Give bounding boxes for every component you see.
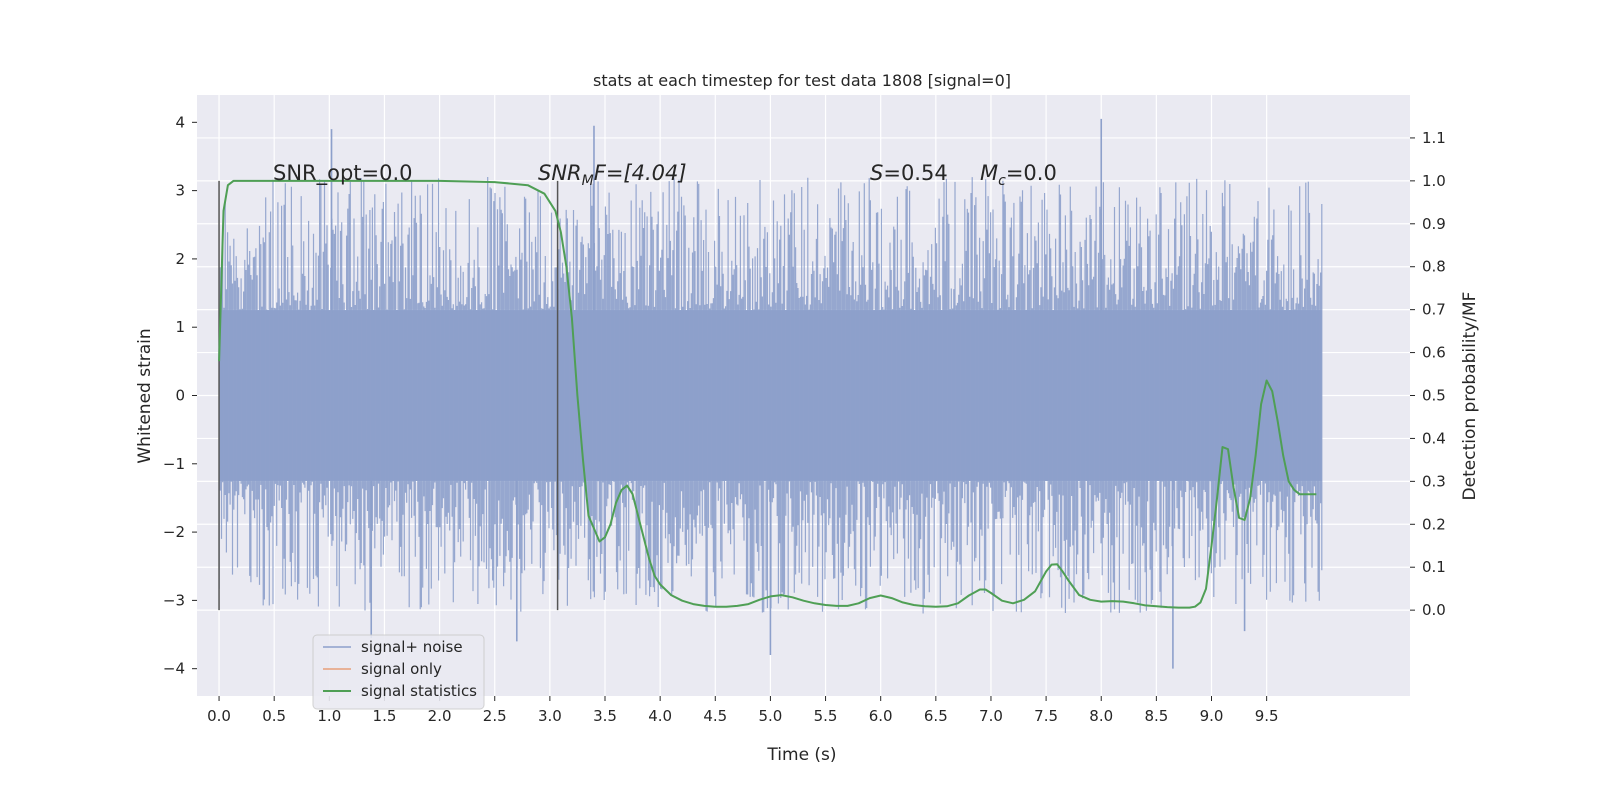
x-tick-label: 4.5: [703, 707, 727, 725]
legend-label-signal-noise: signal+ noise: [361, 638, 463, 656]
y-tick-label: −3: [163, 591, 185, 609]
y-tick-label: 3: [175, 182, 185, 200]
x-tick-label: 9.5: [1255, 707, 1279, 725]
x-tick-label: 5.5: [814, 707, 838, 725]
y-right-tick-label: 0.5: [1422, 387, 1446, 405]
x-tick-label: 2.0: [428, 707, 452, 725]
y-tick-label: 1: [175, 318, 185, 336]
legend-label-signal-only: signal only: [361, 660, 442, 678]
y-right-tick-label: 0.7: [1422, 301, 1446, 319]
x-axis-label: Time (s): [766, 745, 836, 765]
y-tick-label: 4: [175, 113, 185, 131]
y-tick-label: −4: [163, 660, 185, 678]
x-tick-label: 5.0: [758, 707, 782, 725]
annotation-snr-opt: SNR_opt=0.0: [273, 161, 413, 186]
y-right-tick-label: 0.2: [1422, 515, 1446, 533]
x-tick-label: 2.5: [483, 707, 507, 725]
x-tick-label: 8.0: [1089, 707, 1113, 725]
x-tick-label: 7.5: [1034, 707, 1058, 725]
y-tick-label: −1: [163, 455, 185, 473]
x-tick-label: 8.5: [1144, 707, 1168, 725]
y-right-tick-label: 0.8: [1422, 258, 1446, 276]
y-right-tick-label: 0.3: [1422, 472, 1446, 490]
y-right-tick-label: 1.0: [1422, 172, 1446, 190]
x-tick-label: 4.0: [648, 707, 672, 725]
y-tick-label: −2: [163, 523, 185, 541]
y-right-tick-label: 0.4: [1422, 429, 1446, 447]
legend: signal+ noise signal only signal statist…: [312, 634, 485, 710]
x-tick-label: 1.0: [317, 707, 341, 725]
legend-box: [312, 634, 485, 710]
y-right-tick-label: 0.6: [1422, 344, 1446, 362]
annotation-s: S=0.54: [870, 161, 948, 185]
x-tick-label: 0.0: [207, 707, 231, 725]
x-tick-label: 3.0: [538, 707, 562, 725]
x-tick-label: 3.5: [593, 707, 617, 725]
y-right-tick-label: 0.1: [1422, 558, 1446, 576]
x-tick-label: 9.0: [1200, 707, 1224, 725]
y-right-tick-label: 0.0: [1422, 601, 1446, 619]
y-axis-label: Whitened strain: [135, 328, 155, 463]
chart-title: stats at each timestep for test data 180…: [593, 71, 1011, 90]
x-tick-label: 7.0: [979, 707, 1003, 725]
y-right-tick-label: 1.1: [1422, 129, 1446, 147]
y-axis-label-right: Detection probability/MF: [1460, 292, 1480, 501]
x-tick-label: 6.5: [924, 707, 948, 725]
annotation-mc: Mc=0.0: [980, 161, 1057, 189]
x-tick-label: 6.0: [869, 707, 893, 725]
x-tick-label: 1.5: [373, 707, 397, 725]
y-tick-label: 0: [175, 387, 185, 405]
y-right-tick-label: 0.9: [1422, 215, 1446, 233]
x-tick-label: 0.5: [262, 707, 286, 725]
legend-label-signal-statistics: signal statistics: [361, 682, 477, 700]
y-tick-label: 2: [175, 250, 185, 268]
series-signal-statistics: [218, 179, 1317, 609]
annotation-snr-mf: SNRMF=[4.04]: [538, 161, 687, 189]
